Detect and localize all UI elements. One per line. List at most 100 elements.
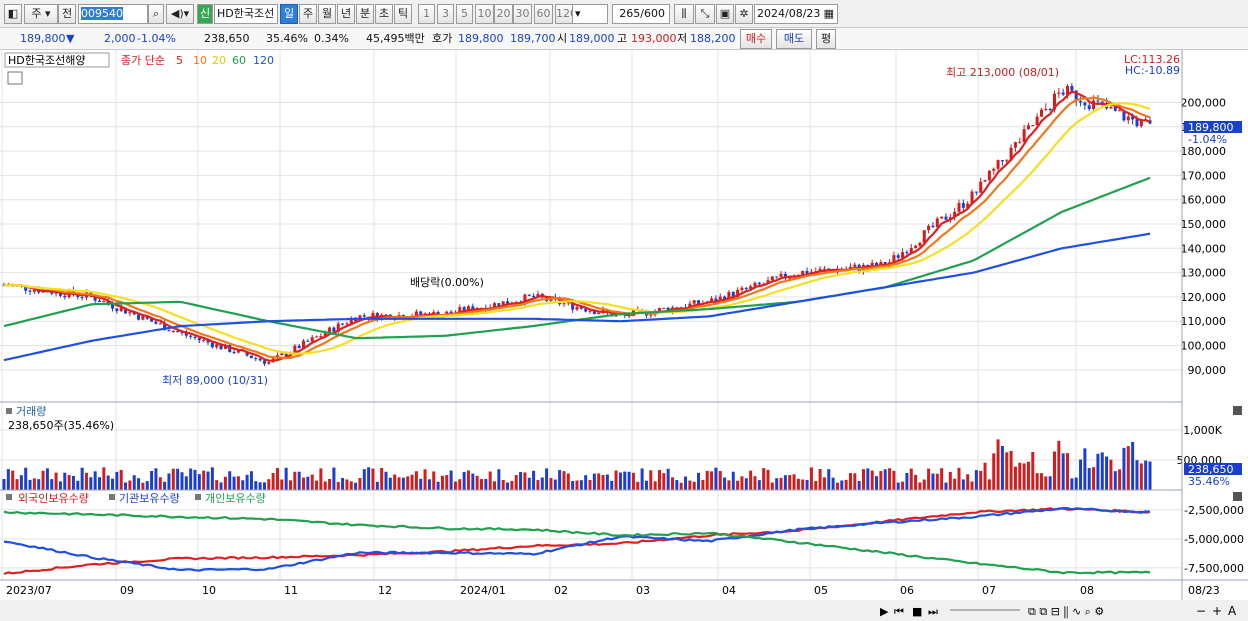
chart-menu-icon[interactable]: ◧ [4, 4, 22, 24]
buy-button[interactable]: 매수 [740, 29, 772, 49]
volume-bar [692, 481, 696, 490]
volume-bar [236, 476, 240, 490]
candle-body [961, 203, 965, 208]
date-field[interactable]: 2024/08/23 ▦ [754, 4, 838, 24]
range-button-3[interactable]: 3 [437, 4, 454, 24]
volume-close-icon[interactable] [1233, 406, 1242, 415]
volume-bar [280, 479, 284, 490]
settings-gear-icon[interactable]: ✲ [735, 4, 753, 24]
period-select[interactable]: 주 ▾ [24, 4, 58, 24]
volume-bar [289, 480, 292, 490]
price-axis-label: 140,000 [1181, 242, 1227, 255]
bar-count-field[interactable]: 265/600 [612, 4, 670, 24]
range-button-1[interactable]: 1 [418, 4, 435, 24]
stock-name-field[interactable]: HD한국조선 [214, 4, 278, 24]
interval-tab-1[interactable]: 주 [299, 4, 317, 24]
volume-bar [484, 478, 488, 490]
trade-amount: 45,495백만 [366, 32, 425, 45]
range-button-120[interactable]: 120 [555, 4, 577, 24]
forward-icon[interactable]: ⏭ [928, 605, 938, 618]
volume-bar [163, 481, 167, 490]
volume-bar [623, 471, 627, 490]
candle-body [1018, 141, 1022, 143]
range-button-30[interactable]: 30 [513, 4, 532, 24]
candle-body [1070, 86, 1074, 91]
candle-body [909, 247, 913, 254]
volume-bar [154, 468, 158, 490]
volume-bar [106, 475, 110, 490]
candle-body [284, 353, 288, 356]
volume-bar [927, 468, 931, 490]
low-value: 188,200 [690, 32, 736, 45]
dividend-annotation: 배당락(0.00%) [410, 276, 484, 289]
candle-body [822, 268, 826, 270]
draw-tool-icon[interactable]: ⤡ [695, 4, 715, 24]
new-badge[interactable]: 신 [197, 4, 213, 24]
bid-label: 호가 [432, 32, 453, 45]
volume-bar [50, 479, 54, 490]
range-button-60[interactable]: 60 [534, 4, 553, 24]
prev-button[interactable]: 전 [58, 4, 76, 24]
interval-tab-4[interactable]: 분 [356, 4, 374, 24]
interval-tab-0[interactable]: 일 [280, 4, 298, 24]
interval-tab-5[interactable]: 초 [375, 4, 393, 24]
volume-bar [657, 470, 661, 490]
interval-tab-6[interactable]: 틱 [394, 4, 412, 24]
candle-body [24, 285, 28, 291]
range-dropdown[interactable]: ▾ [572, 4, 608, 24]
holdings-close-icon[interactable] [1233, 492, 1242, 501]
candle-body [141, 315, 145, 320]
volume-bar [519, 471, 523, 490]
stock-code-input[interactable]: 009540 [78, 4, 148, 24]
tool-icons[interactable]: ⧉ ⧉ ⊟ ⫼ ∿ ⌕ ⚙ [1028, 605, 1104, 618]
search-icon[interactable]: ⌕ [148, 4, 164, 24]
candle-icon[interactable]: ⫼ [674, 4, 694, 24]
save-icon[interactable]: ▣ [716, 4, 734, 24]
rewind-icon[interactable]: ⏮ [894, 605, 904, 618]
stop-icon[interactable]: ■ [912, 605, 922, 618]
interval-tab-2[interactable]: 월 [318, 4, 336, 24]
candle-body [1109, 106, 1113, 109]
scroll-bar[interactable] [0, 600, 1248, 621]
volume-bar [736, 480, 740, 490]
candle-body [50, 292, 54, 294]
zoom-out-icon[interactable]: − [1196, 604, 1206, 618]
candle-body [206, 339, 210, 343]
stock-chart[interactable]: 200,000190,000180,000170,000160,000150,0… [0, 50, 1248, 621]
candle-body [532, 295, 536, 298]
price-axis-label: 180,000 [1181, 145, 1227, 158]
volume-ratio: 35.46% [266, 32, 308, 45]
calendar-icon[interactable]: ▦ [823, 7, 834, 20]
range-button-10[interactable]: 10 [475, 4, 494, 24]
volume-bar [1070, 478, 1074, 490]
zoom-in-icon[interactable]: + [1212, 604, 1222, 618]
volume-bar [1013, 466, 1017, 490]
volume-current-pct: 35.46% [1188, 475, 1230, 488]
volume-bar [592, 473, 596, 490]
volume-bar [597, 473, 601, 490]
candle-body [323, 333, 327, 337]
range-button-20[interactable]: 20 [494, 4, 513, 24]
volume-bar [111, 478, 115, 490]
candle-body [115, 308, 119, 312]
volume-bar [1100, 452, 1104, 490]
interval-tab-3[interactable]: 년 [337, 4, 355, 24]
candle-body [1126, 116, 1130, 121]
volume-bar [1118, 469, 1122, 490]
sell-button[interactable]: 매도 [776, 29, 812, 49]
font-size-icon[interactable]: A [1228, 604, 1237, 618]
volume-bar [362, 469, 366, 490]
volume-bar [310, 474, 314, 490]
candle-body [180, 332, 184, 334]
volume-bar [6, 469, 10, 490]
sound-icon[interactable]: ◀)▾ [166, 4, 194, 24]
volume-bar [436, 481, 440, 490]
high-annotation: 최고 213,000 (08/01) [946, 66, 1059, 79]
volume-bar [232, 476, 236, 490]
table-icon[interactable] [7, 71, 23, 85]
scroll-right-icon[interactable]: ▶ [880, 605, 889, 618]
range-button-5[interactable]: 5 [456, 4, 473, 24]
volume-bar [197, 474, 201, 490]
eval-button[interactable]: 평 [816, 29, 836, 49]
